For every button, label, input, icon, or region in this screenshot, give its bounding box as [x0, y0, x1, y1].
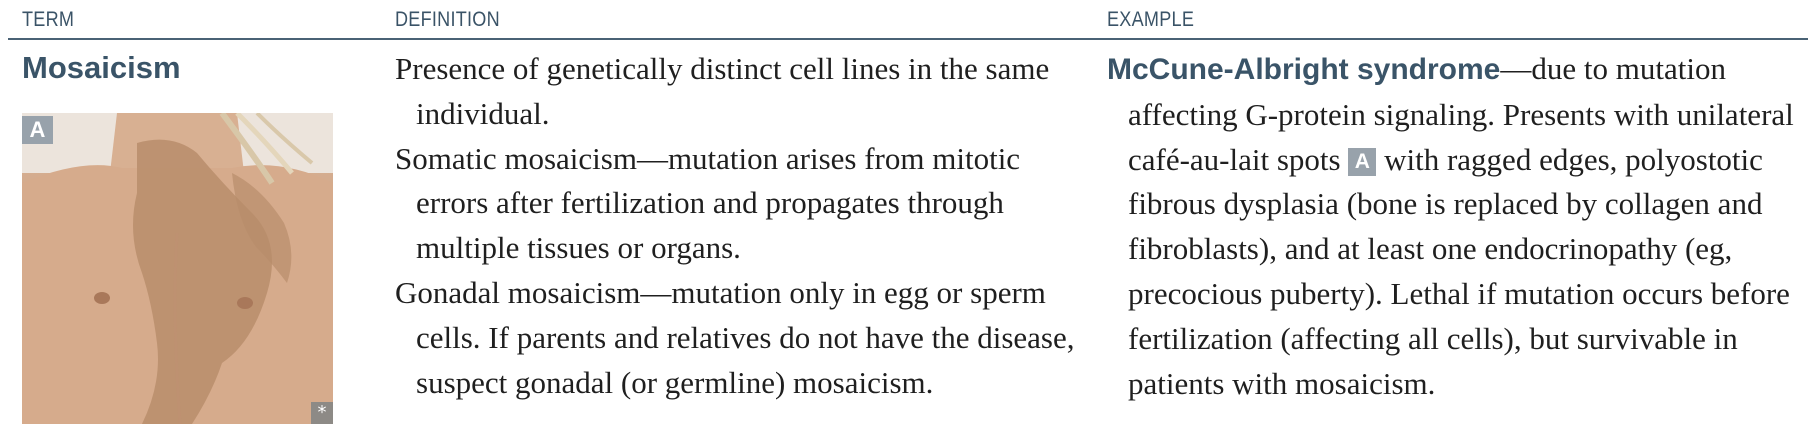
definition-paragraph: Gonadal mosaicism—mutation only in egg o…: [395, 274, 1075, 400]
example-column: McCune-Albright syndrome—due to mutation…: [1107, 47, 1812, 406]
corner-mark-icon: *: [311, 402, 333, 424]
example-paragraph: McCune-Albright syndrome—due to mutation…: [1107, 47, 1812, 406]
chest-skin-photo-icon: [22, 113, 333, 424]
header-rule: [8, 38, 1808, 40]
example-text-continued: with ragged edges, polyostotic fibrous d…: [1128, 141, 1790, 401]
example-term: McCune-Albright syndrome: [1107, 53, 1501, 86]
definition-paragraph: Somatic mosaicism—mutation arises from m…: [395, 140, 1021, 266]
mosaicism-photo: A *: [22, 113, 333, 424]
definition-column: Presence of genetically distinct cell li…: [395, 47, 1095, 405]
definition-paragraph: Presence of genetically distinct cell li…: [395, 51, 1050, 131]
example-text: —due to mutation affecting G-protein sig…: [1128, 51, 1794, 177]
column-header-example: EXAMPLE: [1107, 8, 1195, 31]
column-header-term: TERM: [22, 8, 75, 31]
figure-badge: A: [22, 116, 53, 144]
column-header-definition: DEFINITION: [395, 8, 500, 31]
term-title: Mosaicism: [22, 50, 181, 85]
inline-figure-badge: A: [1348, 147, 1377, 176]
